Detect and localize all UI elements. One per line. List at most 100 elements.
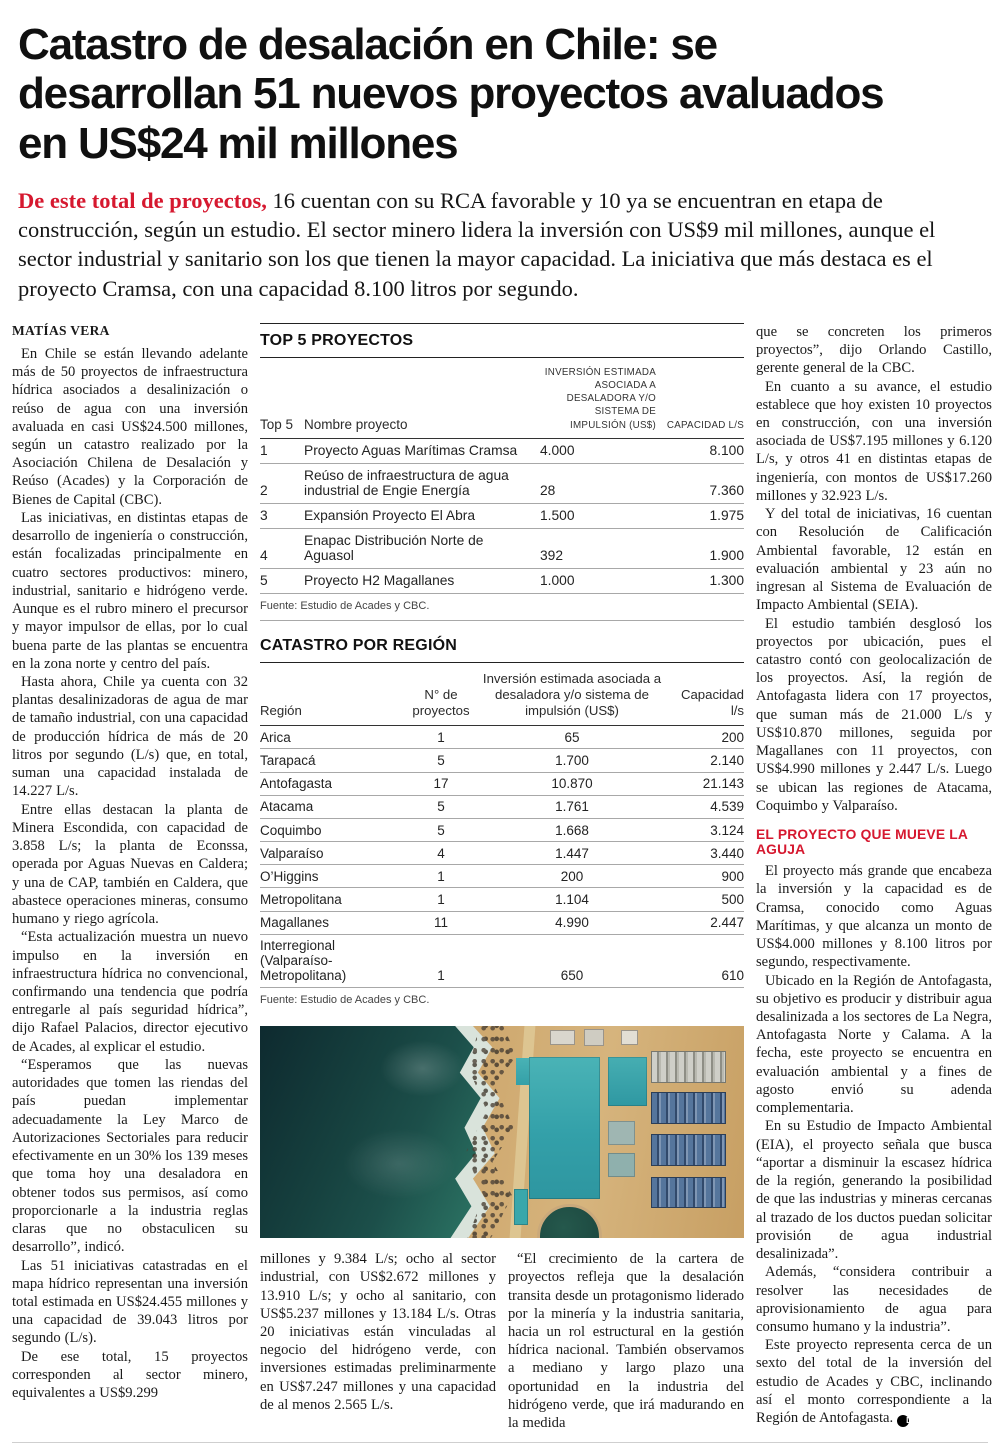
cell-count: 1 xyxy=(437,729,445,745)
page-bottom-rule xyxy=(12,1442,988,1444)
left-column: MATÍAS VERA En Chile se están llevando a… xyxy=(12,323,248,1403)
paragraph: millones y 9.384 L/s; ocho al sector ind… xyxy=(260,1251,496,1413)
cell-rank: 5 xyxy=(260,573,268,589)
cell-region: Magallanes xyxy=(260,915,330,931)
paragraph: “El crecimiento de la cartera de proyect… xyxy=(508,1251,744,1432)
cell-capacity: 2.447 xyxy=(710,915,744,931)
paragraph: El proyecto más grande que encabeza la i… xyxy=(756,863,992,971)
table-row: 1 Proyecto Aguas Marítimas Cramsa 4.000 … xyxy=(260,439,744,464)
cell-capacity: 1.300 xyxy=(709,573,744,589)
paragraph: Las 51 iniciativas catastradas en el map… xyxy=(12,1257,248,1347)
paragraph: Hasta ahora, Chile ya cuenta con 32 plan… xyxy=(12,674,248,800)
table-row: Interregional (Valparaíso- Metropolitana… xyxy=(260,935,744,989)
table-row: Valparaíso 4 1.447 3.440 xyxy=(260,842,744,866)
table-row: Magallanes 11 4.990 2.447 xyxy=(260,912,744,935)
table-header-row: Top 5 Nombre proyecto Inversión estimada… xyxy=(260,358,744,439)
table-row: Arica 1 65 200 xyxy=(260,726,744,750)
cell-name: Reúso de infraestructura de agua industr… xyxy=(304,468,509,499)
equipment-rack xyxy=(651,1051,726,1084)
cell-region: Antofagasta xyxy=(260,776,333,792)
cell-investment: 10.870 xyxy=(551,776,593,792)
table-source: Fuente: Estudio de Acades y CBC. xyxy=(260,594,744,621)
col-header-region: Región xyxy=(260,703,302,719)
headline: Catastro de desalación en Chile: se desar… xyxy=(12,6,988,172)
cell-region: Coquimbo xyxy=(260,822,322,838)
cell-region: Valparaíso xyxy=(260,845,324,861)
paragraph: que se concreten los primeros proyectos”… xyxy=(756,323,992,377)
building xyxy=(584,1029,604,1047)
col-header-capacity: Capacidad L/s xyxy=(666,419,744,431)
cell-capacity: 1.975 xyxy=(709,508,744,524)
cell-capacity: 7.360 xyxy=(709,483,744,499)
cell-capacity: 3.124 xyxy=(710,822,744,838)
section-subhead: EL PROYECTO QUE MUEVE LA AGUJA xyxy=(756,827,968,858)
cell-rank: 2 xyxy=(260,483,268,499)
headline-line-1: Catastro de desalación en Chile: se xyxy=(18,20,718,69)
col-header-investment: Inversión estimada asociada a desaladora… xyxy=(482,670,662,719)
ocean xyxy=(260,1026,481,1239)
table-row: 5 Proyecto H2 Magallanes 1.000 1.300 xyxy=(260,569,744,594)
cell-region: Interregional (Valparaíso- Metropolitana… xyxy=(260,938,347,984)
cell-rank: 1 xyxy=(260,443,268,459)
table-row: Tarapacá 5 1.700 2.140 xyxy=(260,749,744,773)
table-row: Antofagasta 17 10.870 21.143 xyxy=(260,773,744,796)
cell-capacity: 8.100 xyxy=(709,443,744,459)
byline: MATÍAS VERA xyxy=(12,322,110,338)
cell-name: Expansión Proyecto El Abra xyxy=(304,508,476,524)
paragraph: “Esperamos que las nuevas autoridades qu… xyxy=(12,1056,248,1256)
deck-lead: De este total de proyectos, xyxy=(18,187,267,213)
cell-investment: 1.761 xyxy=(555,799,589,815)
cell-count: 4 xyxy=(437,845,445,861)
cell-rank: 4 xyxy=(260,548,268,564)
cell-investment: 1.700 xyxy=(555,752,589,768)
cell-investment: 200 xyxy=(560,868,584,884)
cell-count: 1 xyxy=(437,968,445,984)
plant-roof xyxy=(608,1153,635,1177)
table-row: 4 Enapac Distribución Norte de Aguasol 3… xyxy=(260,529,744,569)
col-header-name: Nombre proyecto xyxy=(304,416,408,432)
cell-investment: 4.990 xyxy=(555,915,589,931)
cell-count: 1 xyxy=(437,868,445,884)
building xyxy=(550,1030,575,1046)
deck: De este total de proyectos, 16 cuentan c… xyxy=(12,172,988,313)
table-row: 2 Reúso de infraestructura de agua indus… xyxy=(260,464,744,504)
deck-text: 16 cuentan con su RCA favorable y 10 ya … xyxy=(18,187,936,301)
plant-roof xyxy=(513,1189,529,1226)
cell-count: 11 xyxy=(433,915,448,931)
paragraph: “Esta actualización muestra un nuevo imp… xyxy=(12,929,248,1055)
headline-line-3: en US$24 mil millones xyxy=(18,118,459,168)
article-body: MATÍAS VERA En Chile se están llevando a… xyxy=(12,313,992,1433)
cell-capacity: 21.143 xyxy=(702,776,744,792)
col-header-investment: Inversión estimada asociada a desaladora… xyxy=(544,366,656,431)
cell-count: 5 xyxy=(437,752,445,768)
table-row: 3 Expansión Proyecto El Abra 1.500 1.975 xyxy=(260,504,744,529)
table-row: Metropolitana 1 1.104 500 xyxy=(260,888,744,912)
plant-roof xyxy=(515,1057,532,1086)
cell-count: 5 xyxy=(437,822,445,838)
table-row: Atacama 5 1.761 4.539 xyxy=(260,796,744,819)
cell-capacity: 610 xyxy=(721,968,744,984)
equipment-rack xyxy=(651,1176,726,1209)
table-title: CATASTRO POR REGIÓN xyxy=(260,635,744,663)
col-header-count: N° de proyectos xyxy=(412,686,470,719)
cell-name: Enapac Distribución Norte de Aguasol xyxy=(304,533,484,564)
col-header-rank: Top 5 xyxy=(260,416,294,432)
cell-capacity: 4.539 xyxy=(710,799,744,815)
equipment-rack xyxy=(651,1091,726,1124)
paragraph: En su Estudio de Impacto Ambiental (EIA)… xyxy=(756,1118,992,1263)
water-tank xyxy=(536,1204,602,1239)
headline-line-2: desarrollan 51 nuevos proyectos avaluado… xyxy=(18,69,885,119)
middle-column: TOP 5 PROYECTOS Top 5 Nombre proyecto In… xyxy=(260,322,744,1433)
paragraph: Este proyecto representa cerca de un sex… xyxy=(756,1336,992,1428)
cell-capacity: 2.140 xyxy=(710,752,744,768)
cell-count: 5 xyxy=(437,799,445,815)
building xyxy=(620,1030,638,1046)
cell-count: 17 xyxy=(433,776,449,792)
paragraph: Además, “considera contribuir a resolver… xyxy=(756,1264,992,1335)
table-row: O’Higgins 1 200 900 xyxy=(260,865,744,889)
cell-capacity: 200 xyxy=(721,729,744,745)
top5-projects-table: TOP 5 PROYECTOS Top 5 Nombre proyecto In… xyxy=(260,322,744,621)
paragraph: En cuanto a su avance, el estudio establ… xyxy=(756,378,992,504)
col-header-capacity: Capacidad l/s xyxy=(680,686,744,719)
